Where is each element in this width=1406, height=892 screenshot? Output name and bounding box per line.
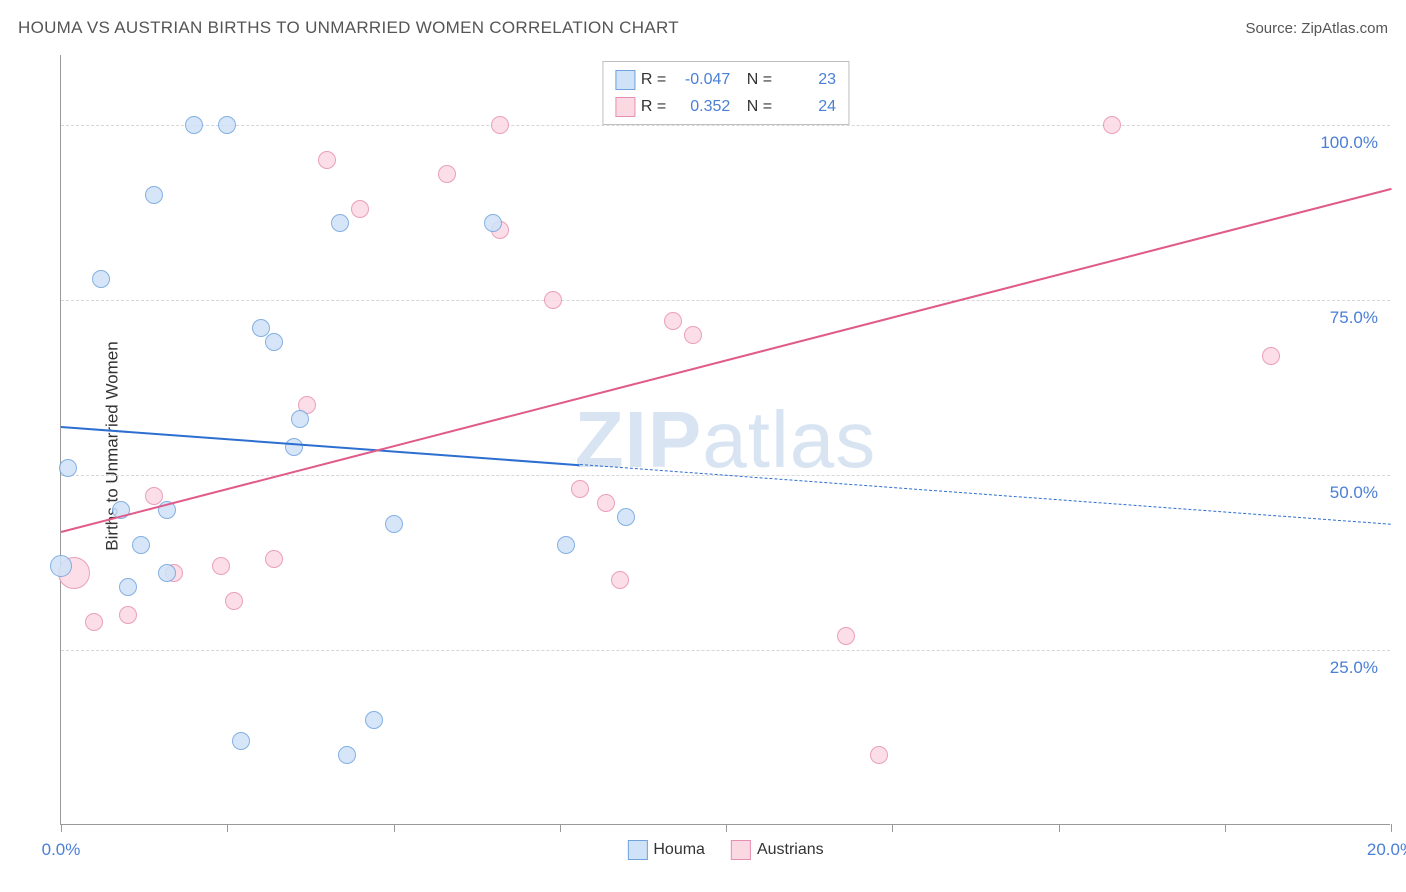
r-label: R = bbox=[641, 93, 666, 120]
watermark-atlas: atlas bbox=[702, 395, 876, 484]
data-point-houma bbox=[59, 459, 77, 477]
gridline-h bbox=[61, 650, 1390, 651]
watermark: ZIPatlas bbox=[575, 394, 876, 486]
data-point-houma bbox=[285, 438, 303, 456]
x-tick bbox=[61, 824, 62, 832]
data-point-houma bbox=[557, 536, 575, 554]
data-point-houma bbox=[132, 536, 150, 554]
trend-line bbox=[61, 188, 1391, 533]
watermark-zip: ZIP bbox=[575, 395, 702, 484]
stats-legend-box: R = -0.047 N = 23 R = 0.352 N = 24 bbox=[602, 61, 849, 125]
data-point-houma bbox=[385, 515, 403, 533]
data-point-austrians bbox=[225, 592, 243, 610]
data-point-houma bbox=[232, 732, 250, 750]
data-point-austrians bbox=[265, 550, 283, 568]
y-tick-label: 100.0% bbox=[1320, 133, 1378, 153]
chart-source: Source: ZipAtlas.com bbox=[1245, 20, 1388, 37]
x-tick bbox=[1225, 824, 1226, 832]
data-point-houma bbox=[338, 746, 356, 764]
n-value-houma: 23 bbox=[778, 66, 836, 93]
swatch-houma bbox=[615, 70, 635, 90]
data-point-austrians bbox=[544, 291, 562, 309]
data-point-austrians bbox=[1103, 116, 1121, 134]
n-value-austrians: 24 bbox=[778, 93, 836, 120]
data-point-houma bbox=[92, 270, 110, 288]
data-point-houma bbox=[291, 410, 309, 428]
stats-row-houma: R = -0.047 N = 23 bbox=[615, 66, 836, 93]
swatch-austrians bbox=[731, 840, 751, 860]
legend-item-houma: Houma bbox=[627, 840, 705, 860]
legend-label-austrians: Austrians bbox=[757, 841, 824, 859]
data-point-austrians bbox=[438, 165, 456, 183]
trend-line bbox=[61, 426, 580, 466]
y-tick-label: 25.0% bbox=[1330, 658, 1378, 678]
legend-label-houma: Houma bbox=[653, 841, 705, 859]
y-tick-label: 50.0% bbox=[1330, 483, 1378, 503]
chart-title: HOUMA VS AUSTRIAN BIRTHS TO UNMARRIED WO… bbox=[18, 18, 679, 38]
x-tick bbox=[892, 824, 893, 832]
data-point-houma bbox=[365, 711, 383, 729]
data-point-houma bbox=[218, 116, 236, 134]
x-tick bbox=[394, 824, 395, 832]
data-point-austrians bbox=[611, 571, 629, 589]
gridline-h bbox=[61, 125, 1390, 126]
legend-bottom: Houma Austrians bbox=[627, 840, 823, 860]
data-point-austrians bbox=[318, 151, 336, 169]
data-point-austrians bbox=[837, 627, 855, 645]
data-point-houma bbox=[617, 508, 635, 526]
data-point-houma bbox=[185, 116, 203, 134]
data-point-austrians bbox=[664, 312, 682, 330]
data-point-austrians bbox=[597, 494, 615, 512]
y-tick-label: 75.0% bbox=[1330, 308, 1378, 328]
r-value-austrians: 0.352 bbox=[672, 93, 730, 120]
data-point-austrians bbox=[1262, 347, 1280, 365]
r-label: R = bbox=[641, 66, 666, 93]
data-point-houma bbox=[158, 564, 176, 582]
data-point-houma bbox=[119, 578, 137, 596]
data-point-houma bbox=[50, 555, 72, 577]
data-point-houma bbox=[484, 214, 502, 232]
data-point-austrians bbox=[351, 200, 369, 218]
x-tick bbox=[1059, 824, 1060, 832]
swatch-houma bbox=[627, 840, 647, 860]
data-point-austrians bbox=[684, 326, 702, 344]
trend-line-dashed bbox=[580, 464, 1391, 525]
x-tick-label: 20.0% bbox=[1367, 840, 1406, 860]
swatch-austrians bbox=[615, 97, 635, 117]
data-point-austrians bbox=[491, 116, 509, 134]
data-point-houma bbox=[265, 333, 283, 351]
data-point-austrians bbox=[212, 557, 230, 575]
x-tick bbox=[560, 824, 561, 832]
n-label: N = bbox=[747, 66, 772, 93]
data-point-austrians bbox=[85, 613, 103, 631]
data-point-austrians bbox=[119, 606, 137, 624]
r-value-houma: -0.047 bbox=[672, 66, 730, 93]
n-label: N = bbox=[747, 93, 772, 120]
legend-item-austrians: Austrians bbox=[731, 840, 824, 860]
data-point-austrians bbox=[870, 746, 888, 764]
data-point-houma bbox=[331, 214, 349, 232]
gridline-h bbox=[61, 300, 1390, 301]
data-point-houma bbox=[145, 186, 163, 204]
stats-row-austrians: R = 0.352 N = 24 bbox=[615, 93, 836, 120]
x-tick bbox=[227, 824, 228, 832]
x-tick bbox=[1391, 824, 1392, 832]
x-tick-label: 0.0% bbox=[42, 840, 81, 860]
chart-header: HOUMA VS AUSTRIAN BIRTHS TO UNMARRIED WO… bbox=[0, 18, 1406, 38]
x-tick bbox=[726, 824, 727, 832]
plot-area: ZIPatlas R = -0.047 N = 23 R = 0.352 N =… bbox=[60, 55, 1390, 825]
data-point-austrians bbox=[571, 480, 589, 498]
